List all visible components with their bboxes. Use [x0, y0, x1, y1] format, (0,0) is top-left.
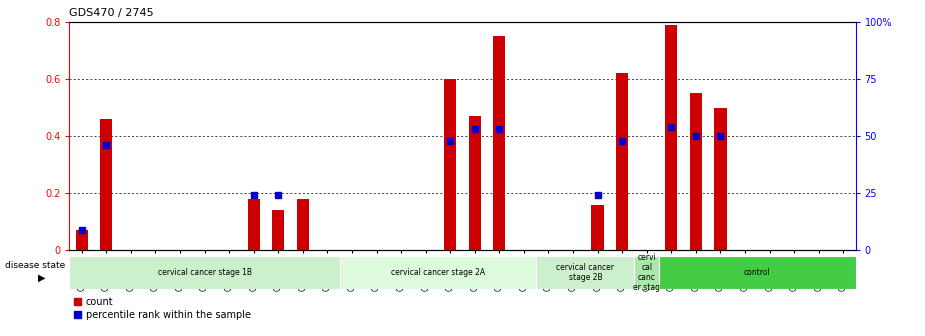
Text: GDS470 / 2745: GDS470 / 2745	[69, 8, 154, 18]
Bar	[665, 25, 677, 250]
Text: cervical cancer
stage 2B: cervical cancer stage 2B	[556, 263, 614, 282]
Text: disease state: disease state	[5, 261, 65, 270]
Legend: count, percentile rank within the sample: count, percentile rank within the sample	[74, 297, 251, 320]
Bar	[339, 256, 536, 289]
Bar	[76, 230, 88, 250]
Bar	[659, 256, 856, 289]
Bar	[444, 79, 456, 250]
Bar	[100, 119, 112, 250]
Bar	[635, 256, 659, 289]
Text: cervi
cal
canc
er stag: cervi cal canc er stag	[634, 253, 660, 292]
Bar	[690, 93, 702, 250]
Bar	[616, 73, 628, 250]
Bar	[272, 210, 284, 250]
Bar	[248, 199, 260, 250]
Text: cervical cancer stage 2A: cervical cancer stage 2A	[391, 268, 485, 277]
Text: cervical cancer stage 1B: cervical cancer stage 1B	[157, 268, 252, 277]
Text: ▶: ▶	[38, 272, 45, 283]
Bar	[536, 256, 635, 289]
Bar	[469, 116, 481, 250]
Bar	[591, 205, 604, 250]
Bar	[714, 108, 727, 250]
Text: control: control	[744, 268, 771, 277]
Bar	[493, 36, 505, 250]
Bar	[69, 256, 339, 289]
Bar	[297, 199, 309, 250]
